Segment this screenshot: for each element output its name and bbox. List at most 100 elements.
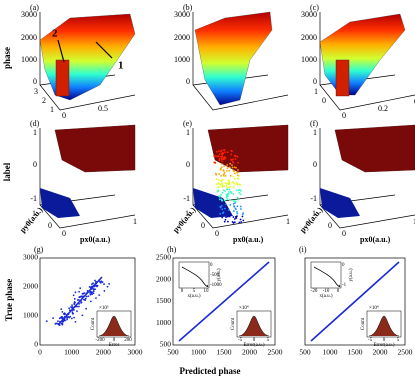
scatter-dot — [233, 205, 235, 207]
scatter-dot — [223, 165, 225, 168]
scatter-dot — [231, 166, 234, 169]
inset-label: x(a.u.) — [319, 294, 332, 299]
scatter-dot — [106, 285, 109, 288]
scatter-dot — [229, 198, 231, 201]
scatter-dot — [222, 174, 225, 176]
z-tick-label: 0 — [186, 160, 190, 169]
axis-label: px0(a.u.) — [360, 235, 391, 244]
scatter-dot — [241, 215, 244, 218]
scatter-dot — [236, 183, 239, 186]
scatter-dot — [221, 185, 224, 188]
scatter-dot — [232, 169, 235, 172]
arrow — [57, 39, 65, 63]
scatter-dot — [227, 191, 230, 193]
scatter-dot — [221, 216, 224, 219]
y-tick-label: 0 — [322, 96, 326, 105]
scatter-dot — [226, 167, 229, 170]
scatter-dot — [218, 173, 221, 175]
scatter-dot — [68, 307, 71, 310]
scatter-dot — [235, 166, 237, 169]
x-tick-label: 0.2 — [378, 104, 388, 113]
scatter-dot — [223, 171, 226, 174]
z-tick-label: 1 — [33, 128, 37, 137]
axis-label: px0(a.u.) — [80, 235, 111, 244]
scatter-dot — [228, 214, 231, 216]
scatter-dot — [240, 221, 243, 223]
z-tick-label: 3000 — [174, 10, 190, 19]
scatter-dot — [214, 155, 217, 158]
scatter-dot — [66, 316, 69, 319]
scatter-dot — [61, 310, 64, 313]
scatter-dot — [227, 195, 229, 198]
inset-tick: -1000 — [210, 283, 222, 288]
scatter-dot — [222, 189, 225, 192]
axis-label: Predicted phase — [179, 366, 240, 376]
scatter-dot — [233, 182, 236, 185]
x-tick-label: 1500 — [217, 348, 232, 357]
scatter-dot — [230, 192, 233, 194]
scatter-dot — [236, 189, 238, 192]
scatter-dot — [226, 151, 229, 154]
scatter-dot — [224, 207, 226, 210]
inset-curve — [98, 315, 130, 337]
scatter-dot — [222, 158, 225, 161]
scatter-dot — [220, 157, 223, 160]
scatter-dot — [85, 295, 88, 298]
scatter-dot — [73, 316, 76, 319]
scatter-dot — [236, 212, 239, 215]
surface-notch — [55, 59, 70, 97]
y-tick-label: 2000 — [23, 282, 38, 291]
scatter-dot — [225, 184, 228, 187]
x-tick-label: 1 — [286, 217, 290, 226]
scatter-dot — [57, 320, 59, 323]
y-tick-label: 1000 — [156, 318, 171, 327]
scatter-dot — [237, 169, 239, 171]
scatter-dot — [232, 186, 235, 189]
annotation: 2 — [52, 28, 58, 40]
x-tick-label: 0 — [62, 111, 66, 120]
scatter-dot — [70, 306, 73, 309]
panel-label: (g) — [34, 245, 44, 254]
surface-notch — [335, 59, 350, 97]
plane — [334, 124, 415, 173]
scatter-dot — [215, 183, 218, 186]
scatter-dot — [239, 205, 242, 208]
plane — [40, 188, 80, 218]
scatter-dot — [221, 208, 224, 211]
inset-label: Error(a.u.) — [373, 343, 394, 348]
scatter-dot — [222, 211, 225, 214]
panel-label: (c) — [310, 3, 319, 12]
inset-tick: -5 — [368, 338, 373, 343]
x-tick-label: 2500 — [398, 348, 413, 357]
panel-label: (f) — [310, 119, 318, 128]
scatter-dot — [85, 307, 88, 310]
scatter-dot — [233, 218, 236, 220]
scatter-dot — [232, 181, 234, 184]
x-tick-label: 1000 — [191, 348, 206, 357]
inset-tick: 5 — [193, 289, 196, 294]
scatter-dot — [91, 283, 93, 286]
scatter-dot — [228, 169, 231, 172]
scatter-dot — [221, 191, 224, 194]
inset-tick: -10 — [323, 289, 330, 294]
inset-tick: 0 — [181, 289, 184, 294]
scatter-dot — [72, 312, 74, 315]
scatter-dot — [222, 169, 225, 172]
scatter-dot — [228, 188, 231, 191]
axis-label: True phase — [4, 279, 14, 322]
z-tick-label: 0 — [33, 77, 37, 86]
z-tick-label: 0 — [313, 77, 317, 86]
x-tick-label: 0 — [215, 229, 219, 238]
axis — [192, 128, 289, 229]
scatter-dot — [73, 302, 76, 304]
scatter-dot — [74, 291, 77, 294]
scatter-dot — [228, 186, 231, 189]
scatter-dot — [219, 212, 221, 215]
z-tick-label: 0 — [33, 160, 37, 169]
scatter-dot — [219, 150, 222, 153]
z-tick-label: 0 — [186, 77, 190, 86]
scatter-dot — [231, 150, 233, 153]
scatter-dot — [238, 175, 240, 177]
inset-label: Error — [109, 343, 120, 348]
scatter-dot — [94, 279, 96, 282]
